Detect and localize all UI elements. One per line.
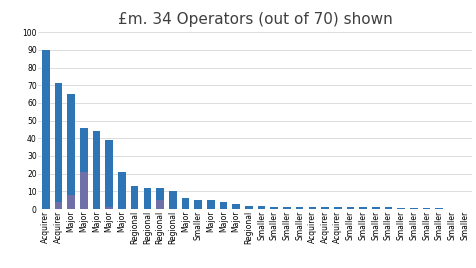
Bar [384,207,391,209]
Bar [55,83,62,209]
Bar [358,207,366,209]
Bar [409,208,417,209]
Bar [80,128,88,209]
Bar [92,131,100,209]
Bar [270,207,278,209]
Bar [105,207,113,209]
Bar [207,200,214,209]
Bar [42,50,50,209]
Bar [422,208,429,209]
Bar [156,200,163,209]
Bar [308,207,316,209]
Bar [143,188,151,209]
Bar [295,207,303,209]
Bar [80,172,88,209]
Bar [156,188,163,209]
Bar [181,198,189,209]
Bar [435,208,442,209]
Bar [194,200,201,209]
Bar [105,140,113,209]
Bar [55,202,62,209]
Bar [371,207,379,209]
Bar [346,207,354,209]
Bar [130,186,138,209]
Bar [320,207,328,209]
Bar [118,172,126,209]
Bar [169,191,176,209]
Bar [219,202,227,209]
Bar [232,204,239,209]
Bar [257,206,265,209]
Bar [333,207,341,209]
Bar [245,206,252,209]
Title: £m. 34 Operators (out of 70) shown: £m. 34 Operators (out of 70) shown [118,12,392,27]
Bar [67,94,75,209]
Bar [397,208,404,209]
Bar [283,207,290,209]
Bar [67,195,75,209]
